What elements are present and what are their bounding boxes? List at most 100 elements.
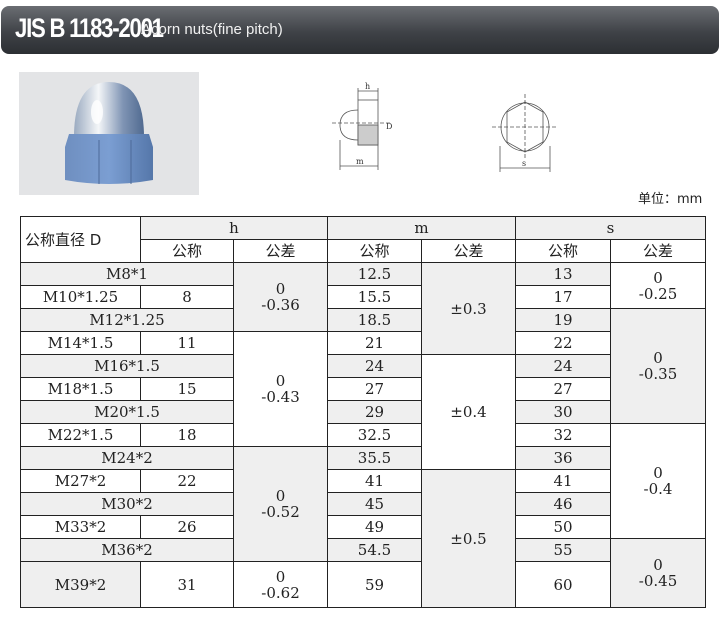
acorn-nut-photo (19, 72, 199, 195)
header-m-nominal: 公称 (327, 239, 422, 263)
nominal-diameter: M8*1 (20, 262, 234, 286)
tolerance-lower: -0.62 (261, 583, 300, 602)
label-s: s (522, 159, 526, 168)
h-tolerance: 0 -0.62 (233, 561, 328, 608)
standard-code: JIS B 1183-2001 (15, 13, 164, 43)
table-row: M33*2 26 49 50 (20, 515, 706, 539)
top-view-drawing: s (492, 84, 572, 183)
m-tolerance: ±0.5 (421, 469, 516, 608)
nominal-diameter: M14*1.5 (20, 331, 141, 355)
s-nominal: 36 (515, 446, 611, 470)
tolerance-lower: -0.45 (638, 572, 678, 590)
table-row: M30*2 45 46 (20, 492, 706, 516)
m-tolerance: ±0.3 (421, 262, 516, 355)
h-nominal: 18 (140, 423, 234, 447)
tolerance-lower: -0.25 (638, 284, 678, 303)
m-nominal: 49 (327, 515, 422, 539)
nominal-diameter: M27*2 (20, 469, 141, 493)
s-nominal: 32 (515, 423, 611, 447)
nominal-diameter: M16*1.5 (20, 354, 234, 378)
s-nominal: 22 (515, 331, 611, 355)
tolerance-lower: -0.4 (643, 480, 673, 498)
s-nominal: 60 (515, 561, 611, 608)
header-h-nominal: 公称 (140, 239, 234, 263)
dimension-table: 公称直径 D h m s 公称 公差 公称 公差 公称 公差 M8*1 0 -0.3… (20, 216, 706, 608)
m-nominal: 21 (327, 331, 422, 355)
nominal-diameter: M10*1.25 (20, 285, 141, 309)
header-s-tolerance: 公差 (610, 239, 706, 263)
header-s-nominal: 公称 (515, 239, 611, 263)
m-nominal: 54.5 (327, 538, 422, 562)
tolerance-upper: 0 (275, 567, 286, 586)
unit-label: 单位：mm (638, 192, 703, 207)
s-tolerance: 0 -0.4 (610, 423, 706, 539)
s-nominal: 55 (515, 538, 611, 562)
h-nominal: 26 (140, 515, 234, 539)
tolerance-upper: 0 (653, 464, 663, 482)
nominal-diameter: M39*2 (20, 561, 141, 608)
header-nominal-diameter: 公称直径 D (20, 216, 141, 263)
s-nominal: 50 (515, 515, 611, 539)
m-nominal: 29 (327, 400, 422, 424)
m-nominal: 45 (327, 492, 422, 516)
m-nominal: 32.5 (327, 423, 422, 447)
table-row: M24*2 0 -0.52 35.5 36 (20, 446, 706, 562)
label-d: D (386, 122, 392, 131)
m-nominal: 59 (327, 561, 422, 608)
tolerance-lower: -0.36 (261, 296, 300, 314)
header-row-sub: 公称 公差 公称 公差 公称 公差 (21, 239, 706, 263)
h-nominal: 22 (140, 469, 234, 493)
side-view-drawing: h D m (330, 80, 420, 179)
s-nominal: 27 (515, 377, 611, 401)
s-tolerance: 0 -0.25 (610, 262, 706, 309)
m-tolerance: ±0.4 (421, 354, 516, 470)
h-tolerance: 0 -0.52 (233, 446, 328, 562)
header-row-groups: 公称直径 D h m s (20, 216, 706, 263)
nominal-diameter: M18*1.5 (20, 377, 141, 401)
tolerance-upper: 0 (653, 268, 663, 287)
label-m: m (356, 157, 364, 166)
m-nominal: 18.5 (327, 308, 422, 332)
table-row: M14*1.5 11 0 -0.43 21 22 (20, 331, 706, 447)
product-subtitle: Acorn nuts(fine pitch) (141, 21, 283, 38)
h-nominal: 31 (140, 561, 234, 608)
s-nominal: 46 (515, 492, 611, 516)
s-nominal: 17 (515, 285, 611, 309)
header-h: h (140, 216, 328, 240)
m-nominal: 15.5 (327, 285, 422, 309)
table-row: M12*1.25 18.5 19 0 -0.35 (20, 308, 706, 424)
table-row: M18*1.5 15 27 27 (20, 377, 706, 401)
table-row: M20*1.5 29 30 (20, 400, 706, 424)
tolerance-upper: 0 (275, 487, 286, 505)
tolerance-lower: -0.52 (261, 503, 300, 521)
nominal-diameter: M33*2 (20, 515, 141, 539)
title-banner: JIS B 1183-2001 Acorn nuts(fine pitch) (1, 6, 719, 54)
tolerance-upper: 0 (653, 556, 663, 574)
tolerance-upper: 0 (275, 372, 286, 390)
s-nominal: 19 (515, 308, 611, 332)
m-nominal: 12.5 (327, 262, 422, 286)
s-nominal: 30 (515, 400, 611, 424)
table-row: M36*2 54.5 55 0 -0.45 (20, 538, 706, 608)
nominal-diameter: M30*2 (20, 492, 234, 516)
s-tolerance: 0 -0.35 (610, 308, 706, 424)
s-nominal: 13 (515, 262, 611, 286)
m-nominal: 41 (327, 469, 422, 493)
s-nominal: 24 (515, 354, 611, 378)
header-m-tolerance: 公差 (421, 239, 516, 263)
tolerance-lower: -0.43 (261, 388, 300, 406)
table-row: M8*1 0 -0.36 12.5 ±0.3 13 0 -0.25 (20, 262, 706, 355)
table-row: M16*1.5 24 ±0.4 24 (20, 354, 706, 470)
header-s: s (515, 216, 706, 240)
nominal-diameter: M20*1.5 (20, 400, 234, 424)
nominal-diameter: M22*1.5 (20, 423, 141, 447)
header-m: m (327, 216, 516, 240)
label-h: h (365, 82, 370, 91)
table-row: M39*2 31 0 -0.62 59 60 (20, 561, 706, 608)
tolerance-upper: 0 (653, 349, 663, 367)
s-tolerance: 0 -0.45 (610, 538, 706, 608)
nominal-diameter: M36*2 (20, 538, 234, 562)
header-h-tolerance: 公差 (233, 239, 328, 263)
table-row: M22*1.5 18 32.5 32 0 -0.4 (20, 423, 706, 539)
h-tolerance: 0 -0.43 (233, 331, 328, 447)
